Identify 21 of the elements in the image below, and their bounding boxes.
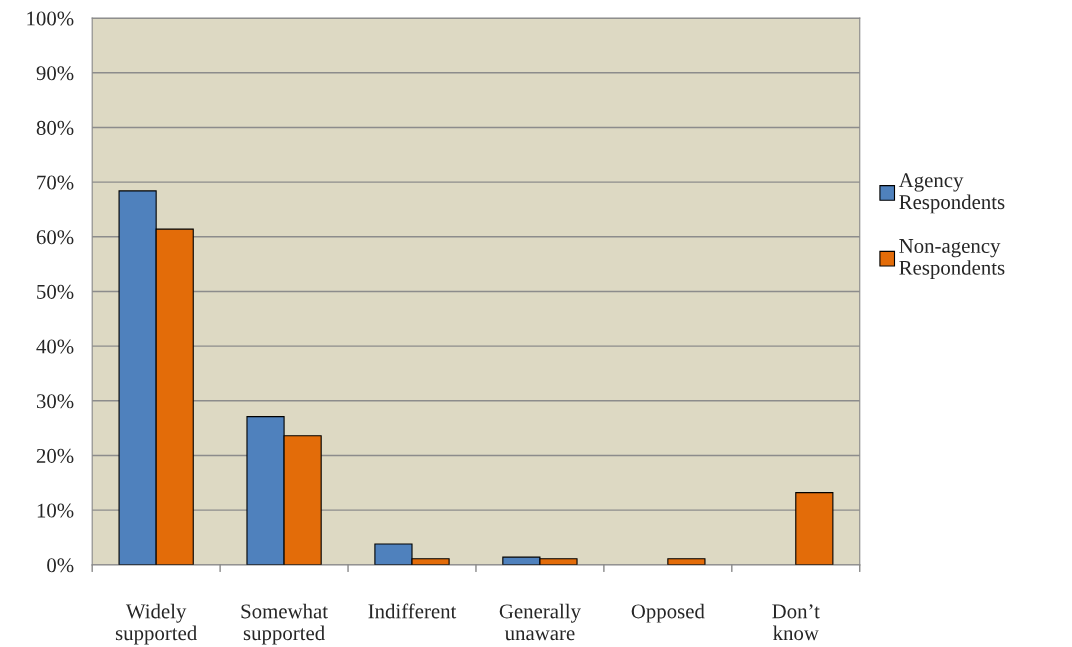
y-tick-label: 90% [36,66,74,81]
legend-label: Non-agency Respondents [899,239,1005,280]
bar [667,558,706,565]
x-tick-label: Somewhat supported [241,603,328,645]
y-tick-label: 60% [36,230,74,245]
legend-label: Agency Respondents [898,173,1005,214]
y-tick-label: 50% [37,284,74,299]
y-tick-label: 100% [27,11,74,26]
x-tick-label: Don’t know [772,604,820,641]
x-tick-label: Generally unaware [499,603,581,641]
y-tick-label: 30% [36,394,74,409]
y-tick-label: 80% [36,120,74,135]
y-tick-label: 40% [36,339,74,354]
x-tick-label: Opposed [631,603,705,623]
y-tick-label: 0% [47,558,74,573]
y-tick-label: 10% [37,503,74,518]
y-tick-label: 20% [36,448,74,463]
x-tick-label: Indifferent [368,603,457,619]
bar [795,492,834,565]
y-tick-label: 70% [37,175,74,190]
x-tick-label: Widely supported [115,603,197,645]
